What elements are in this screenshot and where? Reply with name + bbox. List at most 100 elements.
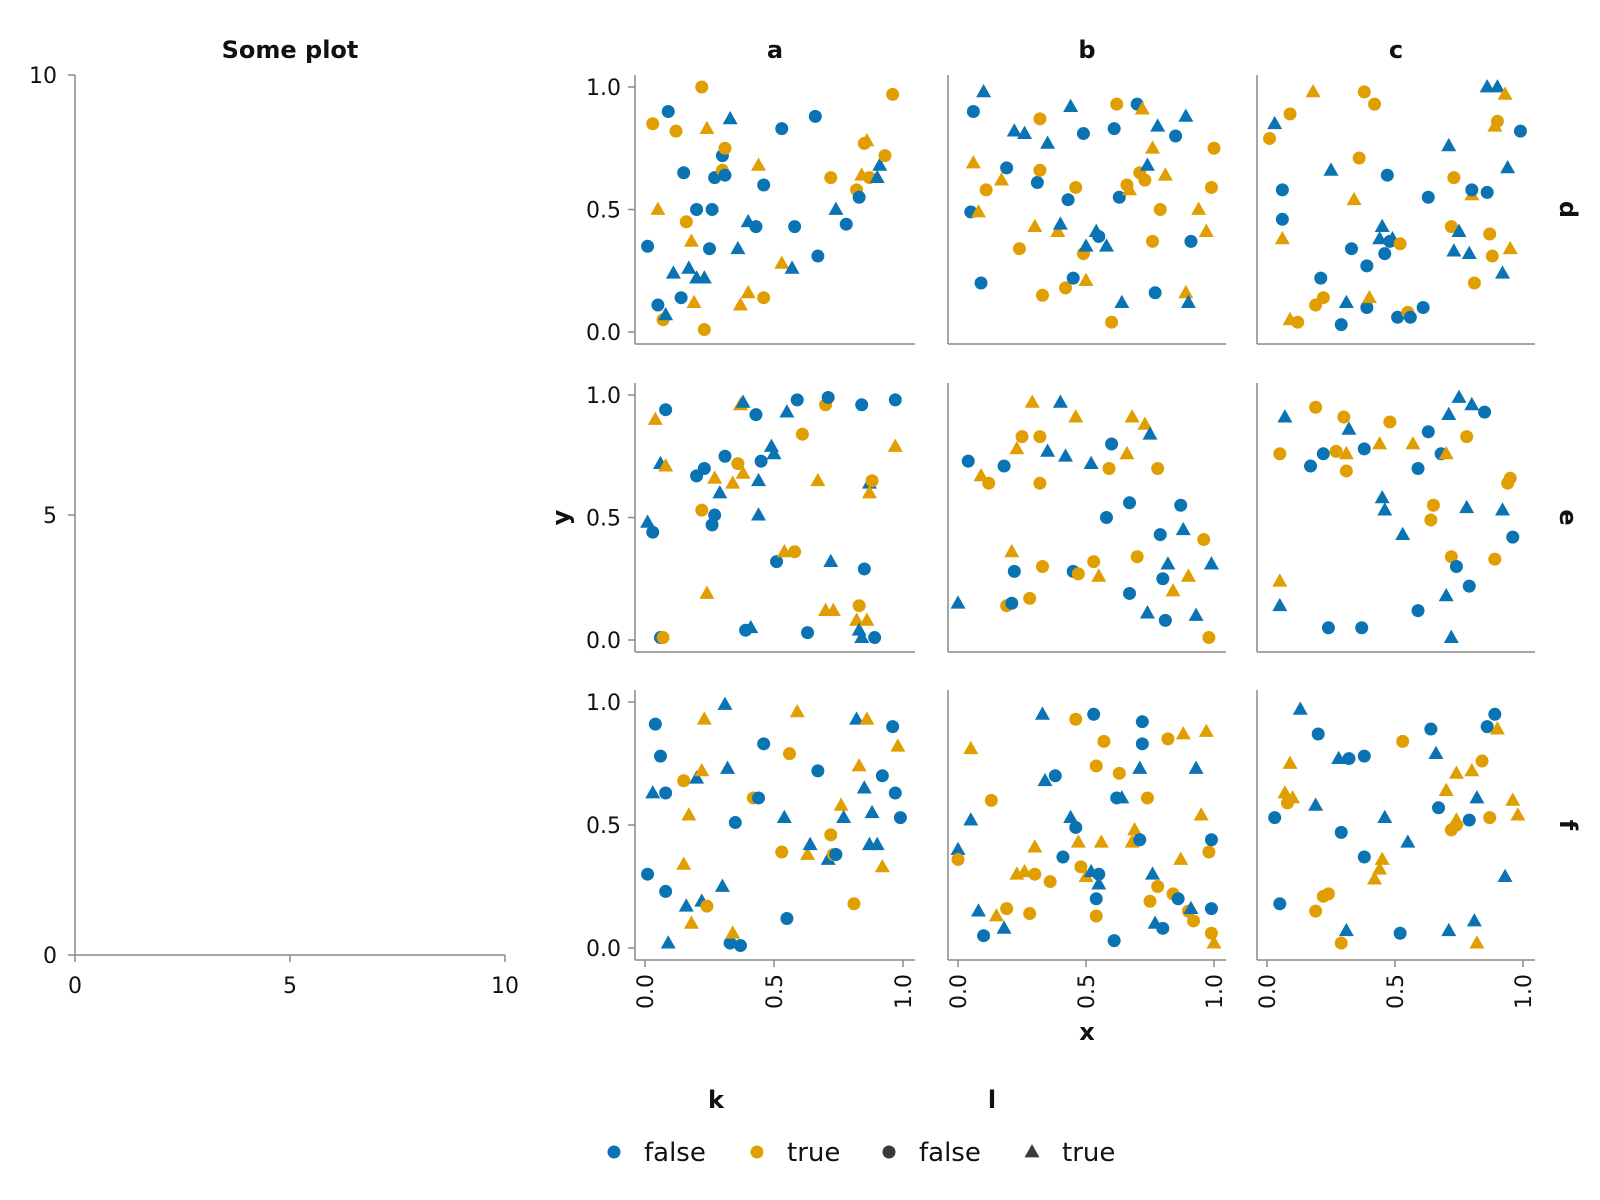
data-point <box>1274 231 1290 245</box>
data-point <box>810 472 826 487</box>
data-point <box>735 465 751 479</box>
data-point <box>658 458 674 472</box>
data-point <box>1024 394 1040 408</box>
data-point <box>1156 921 1170 935</box>
data-point <box>1180 568 1196 582</box>
data-point <box>1424 513 1438 527</box>
data-point <box>731 457 745 471</box>
data-point <box>1204 926 1218 940</box>
y-axis-label: y <box>547 509 575 525</box>
data-point <box>1489 79 1505 93</box>
data-point <box>1495 502 1511 516</box>
data-point <box>893 811 907 825</box>
y-tick-label: 5 <box>43 504 57 529</box>
data-point <box>665 265 681 279</box>
data-point <box>681 260 697 274</box>
data-point <box>725 925 741 939</box>
data-point <box>1503 471 1517 485</box>
data-point <box>1321 621 1335 635</box>
data-point <box>988 908 1004 922</box>
data-point <box>1034 706 1050 720</box>
data-point <box>1505 792 1521 806</box>
data-point <box>888 393 902 407</box>
data-point <box>869 836 885 851</box>
data-point <box>1334 936 1348 950</box>
panel-y-tick-label: 0.5 <box>586 814 621 839</box>
data-point <box>1033 163 1047 177</box>
data-point <box>1489 721 1505 735</box>
data-point <box>707 470 723 484</box>
data-point <box>1391 310 1405 324</box>
data-point <box>683 915 699 929</box>
data-point <box>700 899 714 913</box>
data-point <box>1027 218 1043 233</box>
data-point <box>1443 629 1459 643</box>
data-point <box>705 518 719 532</box>
data-point <box>1357 85 1371 99</box>
data-point <box>1050 223 1066 237</box>
data-point <box>1316 447 1330 461</box>
legend-shape-label: false <box>919 1138 981 1168</box>
data-point <box>965 155 981 169</box>
panel-x-tick-label: 1.0 <box>892 974 917 1009</box>
data-point <box>1135 737 1149 751</box>
data-point <box>1411 604 1425 618</box>
data-point <box>1122 182 1138 196</box>
data-point <box>1074 860 1088 874</box>
data-point <box>1441 922 1457 937</box>
facet-col-label: b <box>1078 36 1095 64</box>
data-point <box>1107 122 1121 136</box>
data-point <box>1198 223 1214 237</box>
data-point <box>1377 502 1393 516</box>
data-point <box>1198 723 1214 737</box>
data-point <box>1000 902 1014 916</box>
data-point <box>1000 161 1014 175</box>
data-point <box>647 411 663 425</box>
data-point <box>1400 834 1416 848</box>
data-point <box>1012 242 1026 256</box>
data-point <box>1361 289 1377 304</box>
data-point <box>1040 443 1056 457</box>
data-point <box>859 612 875 626</box>
data-point <box>1071 567 1085 581</box>
data-point <box>1316 291 1330 305</box>
data-point <box>875 769 889 783</box>
data-point <box>1005 596 1019 610</box>
data-point <box>982 476 996 490</box>
x-tick-label: 10 <box>491 974 519 999</box>
panel-a-e <box>640 390 903 645</box>
data-point <box>1151 880 1165 893</box>
data-point <box>708 508 722 522</box>
data-point <box>720 760 736 774</box>
data-point <box>1323 162 1339 176</box>
data-point <box>1204 833 1218 847</box>
data-point <box>1346 191 1362 206</box>
data-point <box>1374 218 1390 233</box>
panel-y-tick-label: 0.5 <box>586 199 621 224</box>
data-point <box>788 545 802 559</box>
data-point <box>1063 809 1079 824</box>
data-point <box>1089 759 1103 773</box>
data-point <box>695 80 709 94</box>
data-point <box>1273 897 1287 911</box>
facet-grid: a b c d e f 0.0 0.5 1.0 0.0 0.5 1.0 0.0 0.5 1.0 0.0 0.5 1… <box>547 36 1582 1046</box>
data-point <box>1175 726 1191 740</box>
data-point <box>1087 707 1101 721</box>
data-point <box>1305 84 1321 98</box>
data-point <box>1421 190 1435 204</box>
data-point <box>751 507 767 521</box>
data-point <box>874 858 890 873</box>
panel-x-tick-label: 0.0 <box>634 974 659 1009</box>
data-point <box>1160 556 1176 570</box>
data-point <box>788 220 802 234</box>
data-point <box>1497 86 1513 100</box>
data-point <box>660 935 676 949</box>
data-point <box>1483 227 1497 241</box>
data-point <box>1133 833 1147 847</box>
data-point <box>1446 243 1462 257</box>
data-point <box>1145 866 1161 880</box>
data-point <box>754 454 768 468</box>
data-point <box>852 599 866 613</box>
data-point <box>1488 707 1502 721</box>
